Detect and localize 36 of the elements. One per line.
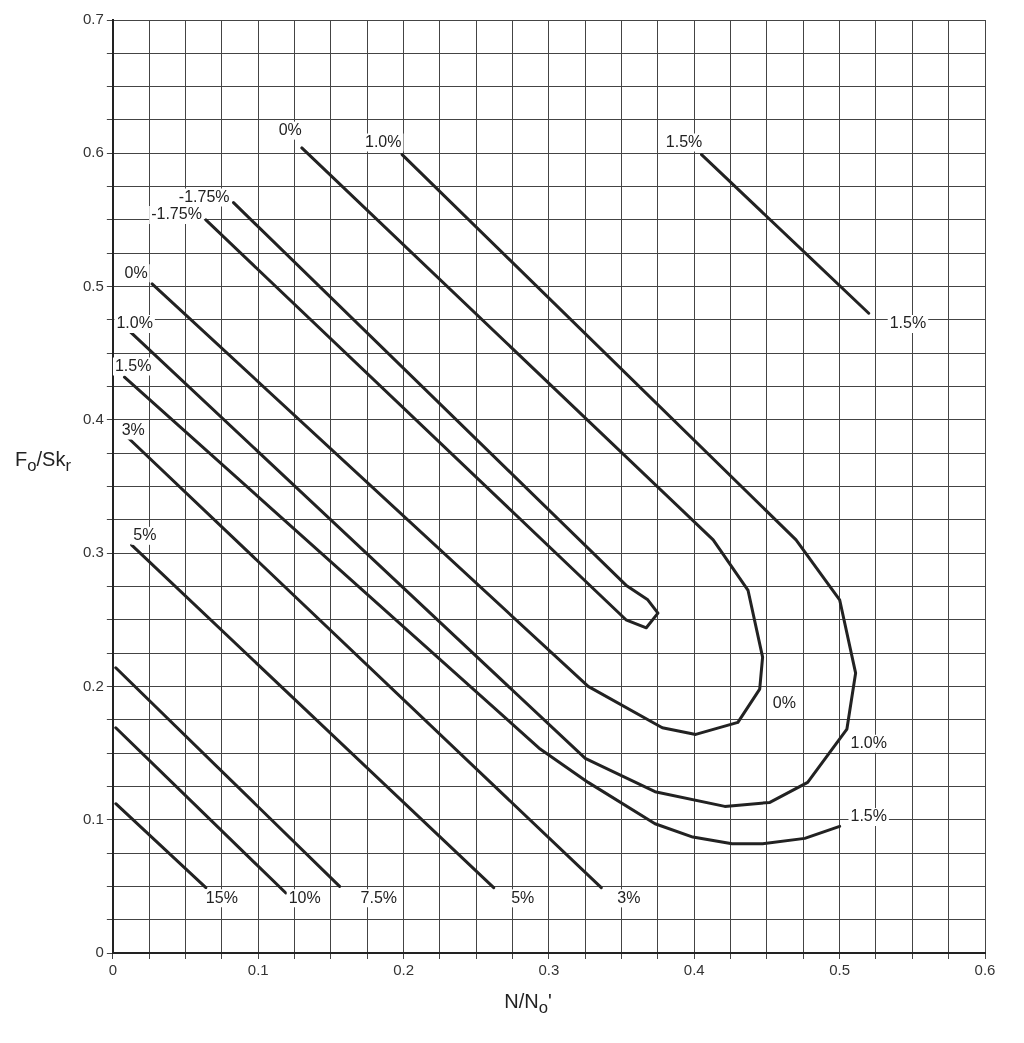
annotation: 3% bbox=[121, 420, 145, 438]
annotation: 1.0% bbox=[364, 133, 402, 151]
annotation: 7.5% bbox=[360, 888, 398, 906]
y-tick-label: 0.2 bbox=[82, 676, 104, 694]
x-tick-label: 0.6 bbox=[974, 961, 996, 979]
x-axis-title: N/N$_{o}$' bbox=[503, 990, 553, 1018]
x-tick-label: 0.5 bbox=[829, 961, 851, 979]
x-tick-label: 0.2 bbox=[393, 961, 414, 979]
annotation: 0% bbox=[124, 263, 148, 281]
annotation: 1.5% bbox=[665, 133, 703, 151]
y-tick-label: 0.3 bbox=[82, 543, 104, 561]
annotation: 5% bbox=[511, 888, 535, 906]
annotation: 3% bbox=[617, 888, 641, 906]
x-tick-label: 0.1 bbox=[247, 961, 269, 979]
y-tick-label: 0.4 bbox=[82, 410, 104, 427]
annotation: 5% bbox=[133, 526, 157, 544]
annotation: 1.5% bbox=[850, 807, 887, 825]
x-tick-label: 0.4 bbox=[683, 961, 705, 979]
annotation: 1.0% bbox=[850, 734, 887, 752]
y-tick-label: 0.6 bbox=[82, 143, 104, 161]
y-tick-label: 0 bbox=[95, 943, 104, 961]
annotation: 0% bbox=[278, 121, 302, 139]
annotation: 0% bbox=[772, 694, 796, 712]
y-tick-label: 0.1 bbox=[82, 809, 104, 827]
annotation: 1.0% bbox=[116, 314, 153, 332]
annotation: 1.5% bbox=[889, 314, 927, 332]
annotation: 15% bbox=[205, 888, 238, 906]
x-tick-label: 0.3 bbox=[538, 961, 560, 979]
annotation: -1.75% bbox=[151, 205, 202, 223]
annotation: 10% bbox=[288, 888, 321, 906]
y-tick-label: 0.7 bbox=[82, 10, 104, 28]
y-axis-title: F$_{o}$/Sk$_{r}$ bbox=[14, 448, 72, 476]
annotation: -1.75% bbox=[178, 188, 230, 206]
x-tick-label: 0 bbox=[108, 961, 118, 979]
annotation: 1.5% bbox=[114, 356, 152, 374]
y-tick-label: 0.5 bbox=[82, 276, 104, 294]
